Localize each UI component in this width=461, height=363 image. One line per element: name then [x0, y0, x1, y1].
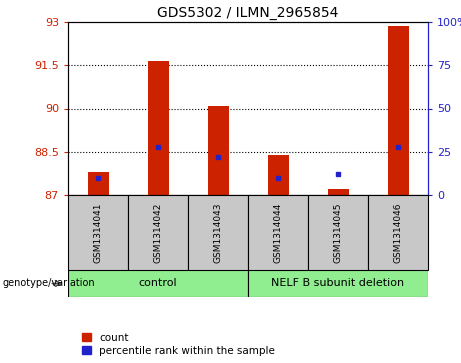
- Bar: [148, 61, 169, 195]
- Legend: count, percentile rank within the sample: count, percentile rank within the sample: [83, 333, 275, 356]
- Bar: [308, 195, 368, 270]
- Bar: [68, 270, 248, 297]
- Text: genotype/variation: genotype/variation: [2, 278, 95, 289]
- Bar: [327, 189, 349, 195]
- Bar: [267, 155, 289, 195]
- Title: GDS5302 / ILMN_2965854: GDS5302 / ILMN_2965854: [157, 5, 339, 20]
- Text: GSM1314041: GSM1314041: [94, 202, 102, 263]
- Text: GSM1314044: GSM1314044: [273, 202, 283, 263]
- Bar: [207, 106, 229, 195]
- Bar: [388, 26, 408, 195]
- Text: control: control: [139, 278, 177, 289]
- Text: GSM1314045: GSM1314045: [333, 202, 343, 263]
- Bar: [368, 195, 428, 270]
- Bar: [68, 195, 128, 270]
- Text: GSM1314043: GSM1314043: [213, 202, 223, 263]
- Bar: [248, 270, 428, 297]
- Bar: [248, 195, 308, 270]
- Text: GSM1314042: GSM1314042: [154, 202, 162, 263]
- Bar: [128, 195, 188, 270]
- Text: GSM1314046: GSM1314046: [394, 202, 402, 263]
- Text: NELF B subunit deletion: NELF B subunit deletion: [272, 278, 405, 289]
- Bar: [88, 172, 108, 195]
- Bar: [188, 195, 248, 270]
